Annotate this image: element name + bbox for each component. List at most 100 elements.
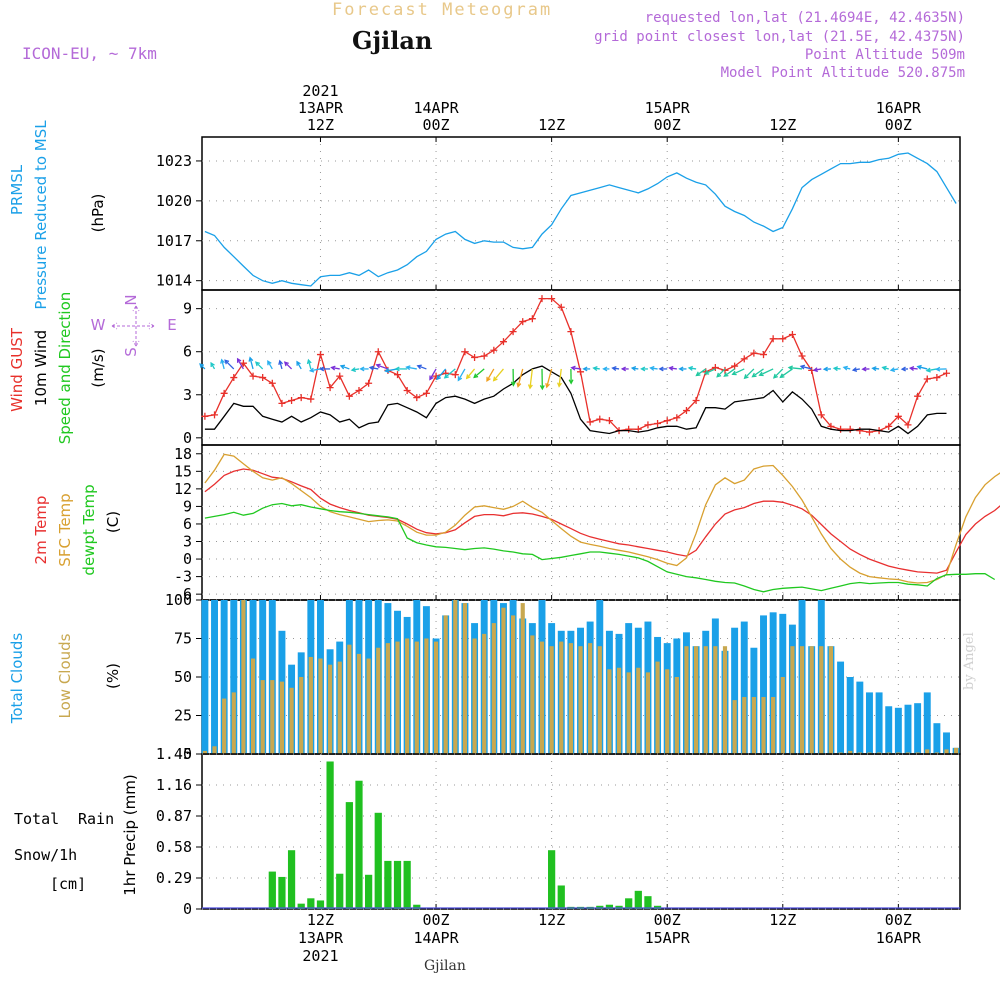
y-tick-label: 3 (183, 533, 192, 551)
total-clouds-bar (760, 615, 767, 754)
y-tick-label: 0 (183, 429, 192, 447)
panel-clouds: 0 25 50 75 100 (165, 591, 961, 763)
wind-direction-arrow (732, 368, 745, 375)
gust-point (692, 397, 700, 405)
y-label-ms: (m/s) (89, 348, 107, 387)
wind-arrow-head (339, 364, 346, 370)
wind-arrow-head (359, 366, 365, 372)
gust-point (403, 386, 411, 394)
y-tick-label: 0.58 (156, 838, 192, 856)
time-label-top: 15APR (645, 99, 691, 117)
gust-point (923, 375, 931, 383)
rain-bar (278, 876, 286, 909)
wind-arrow-head (900, 366, 906, 372)
wind-direction-arrow (331, 366, 340, 370)
wind-arrow-head (248, 356, 254, 362)
gust-point (904, 421, 912, 429)
low-clouds-bar (848, 750, 853, 754)
wind-arrow-head (296, 360, 301, 366)
total-clouds-bar (933, 723, 941, 754)
wind-direction-arrow (436, 368, 447, 380)
compass-south: S (122, 347, 140, 357)
total-clouds-bar (220, 600, 228, 754)
gust-point (817, 411, 825, 419)
wind-arrow-head (925, 367, 931, 373)
wind-arrow-head (384, 368, 390, 373)
low-clouds-bar (385, 643, 390, 754)
time-label-bottom: 12Z (307, 911, 334, 929)
gust-point (711, 364, 719, 371)
wind-direction-arrow (529, 368, 534, 389)
wind-arrow-head (350, 367, 356, 373)
low-clouds-bar (270, 680, 275, 754)
gust-point (249, 372, 257, 380)
compass-west: W (91, 316, 106, 334)
rain-bar (316, 900, 325, 909)
low-clouds-bar (674, 677, 679, 754)
y-label-10m-wind: 10m Wind (32, 330, 50, 406)
gust-point (663, 417, 671, 425)
wind-arrow-head (416, 364, 422, 370)
wind-direction-arrow (267, 360, 273, 370)
low-clouds-bar (318, 658, 323, 754)
low-clouds-bar (405, 638, 410, 754)
gust-point (528, 315, 536, 323)
wind-direction-arrow (486, 368, 495, 382)
gust-point (885, 422, 893, 430)
time-label-top: 2021 (302, 82, 338, 100)
wind-direction-arrow (310, 368, 321, 372)
wind-arrow-head (703, 370, 710, 375)
wind-direction-arrow (752, 368, 764, 378)
time-label-top: 14APR (413, 99, 459, 117)
gust-point (326, 384, 334, 392)
low-clouds-bar (665, 669, 670, 754)
low-clouds-bar (202, 750, 207, 754)
gust-point (548, 295, 556, 303)
wind-direction-arrow (457, 368, 466, 381)
low-clouds-bar (722, 646, 728, 754)
y-label-hpa: (hPa) (89, 194, 107, 233)
y-label-sfc-temp: SFC Temp (56, 493, 74, 566)
gust-point (499, 338, 507, 346)
gust-point (538, 295, 546, 303)
gust-point (567, 328, 575, 336)
gust-point (577, 368, 585, 376)
low-clouds-bar (260, 680, 265, 754)
wind-arrow-head (640, 366, 646, 372)
total-clouds-bar (885, 706, 893, 754)
rain-bar (403, 860, 411, 909)
gust-point (211, 411, 219, 419)
wind-arrow-head (486, 376, 491, 382)
wind-arrow-head (889, 367, 896, 373)
wind-arrow-head (278, 359, 284, 365)
wind-arrow-head (758, 371, 764, 377)
y-tick-label: 100 (165, 591, 192, 609)
gust-point (846, 425, 854, 433)
low-clouds-bar (896, 752, 901, 754)
footer-location: Gjilan (424, 958, 466, 974)
wind-direction-arrow (788, 366, 803, 370)
low-clouds-bar (539, 641, 545, 754)
time-label-top: 00Z (885, 116, 912, 134)
gust-point (673, 414, 681, 422)
low-clouds-bar (886, 752, 891, 754)
wind-arrow-head (224, 359, 230, 365)
rain-bar (297, 903, 305, 909)
low-clouds-bar (694, 646, 699, 754)
rain-bar (355, 780, 363, 909)
y-tick-label: 75 (174, 630, 192, 648)
gust-point (798, 352, 806, 360)
rain-bar (393, 860, 402, 909)
wind-direction-arrow (724, 368, 735, 377)
wind-arrow-head (630, 366, 637, 371)
wind-arrow-head (695, 371, 701, 377)
gust-point (519, 318, 527, 326)
low-clouds-bar (732, 700, 737, 754)
total-clouds-bar (923, 692, 931, 754)
time-label-top: 00Z (422, 116, 449, 134)
low-clouds-bar (356, 653, 362, 754)
wind-arrow-head (220, 358, 225, 364)
low-clouds-bar (424, 638, 429, 754)
gust-point (625, 425, 633, 433)
rain-bar (557, 885, 565, 909)
